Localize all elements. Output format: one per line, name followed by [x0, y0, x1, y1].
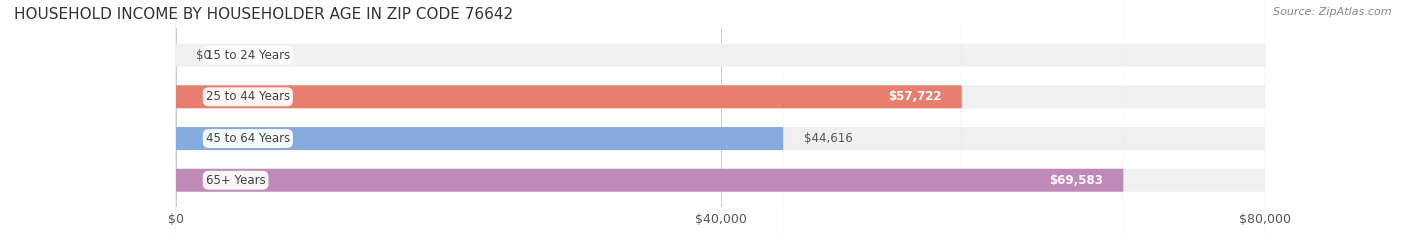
Text: HOUSEHOLD INCOME BY HOUSEHOLDER AGE IN ZIP CODE 76642: HOUSEHOLD INCOME BY HOUSEHOLDER AGE IN Z…	[14, 7, 513, 22]
Text: $69,583: $69,583	[1049, 174, 1104, 187]
FancyBboxPatch shape	[176, 0, 962, 233]
Text: 25 to 44 Years: 25 to 44 Years	[205, 90, 290, 103]
Text: $57,722: $57,722	[889, 90, 942, 103]
Text: 15 to 24 Years: 15 to 24 Years	[205, 48, 290, 62]
Text: $0: $0	[197, 48, 211, 62]
FancyBboxPatch shape	[176, 0, 1265, 233]
FancyBboxPatch shape	[176, 0, 1265, 233]
FancyBboxPatch shape	[176, 0, 1265, 233]
Text: 45 to 64 Years: 45 to 64 Years	[205, 132, 290, 145]
FancyBboxPatch shape	[176, 0, 1265, 233]
Text: Source: ZipAtlas.com: Source: ZipAtlas.com	[1274, 7, 1392, 17]
FancyBboxPatch shape	[176, 0, 783, 233]
FancyBboxPatch shape	[176, 0, 1123, 233]
Text: 65+ Years: 65+ Years	[205, 174, 266, 187]
Text: $44,616: $44,616	[804, 132, 852, 145]
